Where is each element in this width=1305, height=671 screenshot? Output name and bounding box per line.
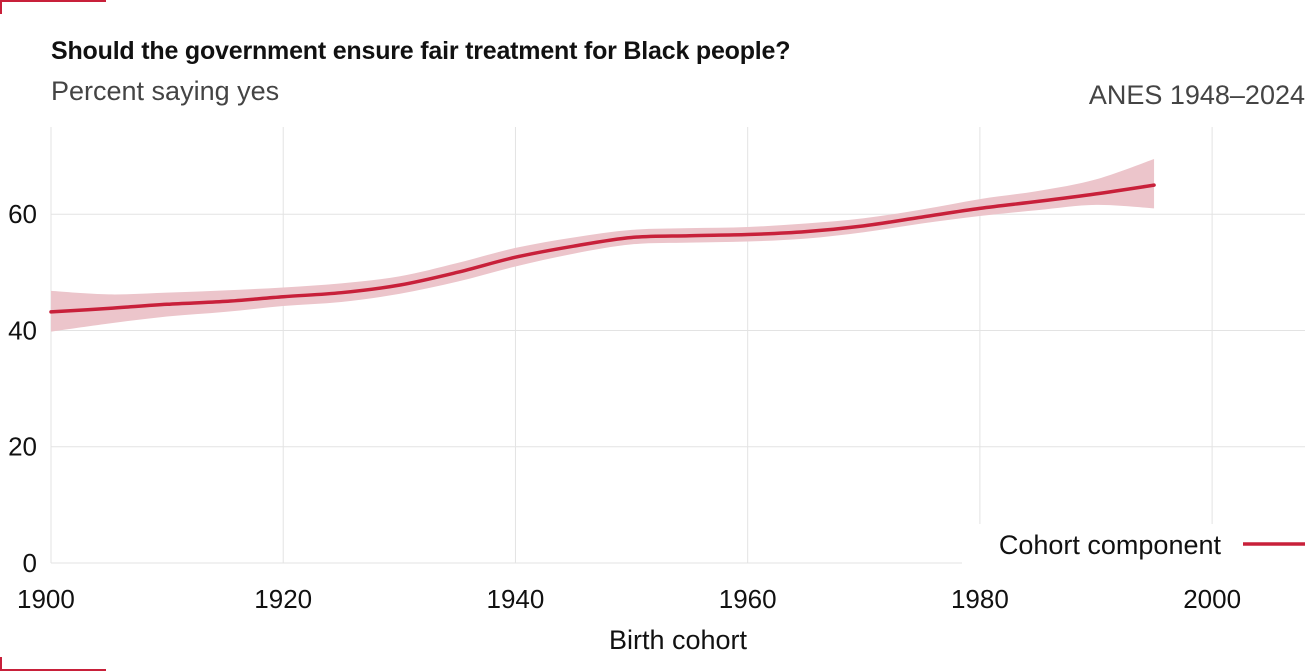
series-line-layer bbox=[49, 183, 1156, 314]
x-tick-label: 2000 bbox=[1183, 584, 1241, 614]
chart-subtitle: Percent saying yes bbox=[51, 76, 280, 106]
axis-ticks: 1900 1920 1940 1960 1980 2000 0 20 40 60 bbox=[8, 199, 1241, 614]
x-tick-label: 1940 bbox=[487, 584, 545, 614]
x-tick-label: 1980 bbox=[951, 584, 1009, 614]
x-tick-label: 1900 bbox=[17, 584, 75, 614]
confidence-band-layer bbox=[51, 158, 1155, 332]
confidence-band bbox=[51, 158, 1155, 332]
legend: Cohort component bbox=[962, 524, 1305, 568]
y-tick-label: 40 bbox=[8, 315, 37, 345]
data-source-label: ANES 1948–2024 bbox=[1088, 80, 1305, 110]
chart-title: Should the government ensure fair treatm… bbox=[51, 37, 791, 65]
top-corner-mark bbox=[0, 0, 106, 14]
x-tick-label: 1960 bbox=[719, 584, 777, 614]
series-line bbox=[49, 183, 1156, 314]
bottom-corner-mark bbox=[0, 657, 106, 671]
x-tick-label: 1920 bbox=[254, 584, 312, 614]
legend-label: Cohort component bbox=[999, 530, 1222, 560]
y-tick-label: 60 bbox=[8, 199, 37, 229]
y-tick-label: 0 bbox=[23, 548, 37, 578]
grid-lines bbox=[50, 127, 1305, 564]
y-tick-label: 20 bbox=[8, 432, 37, 462]
x-axis-title: Birth cohort bbox=[609, 625, 748, 655]
